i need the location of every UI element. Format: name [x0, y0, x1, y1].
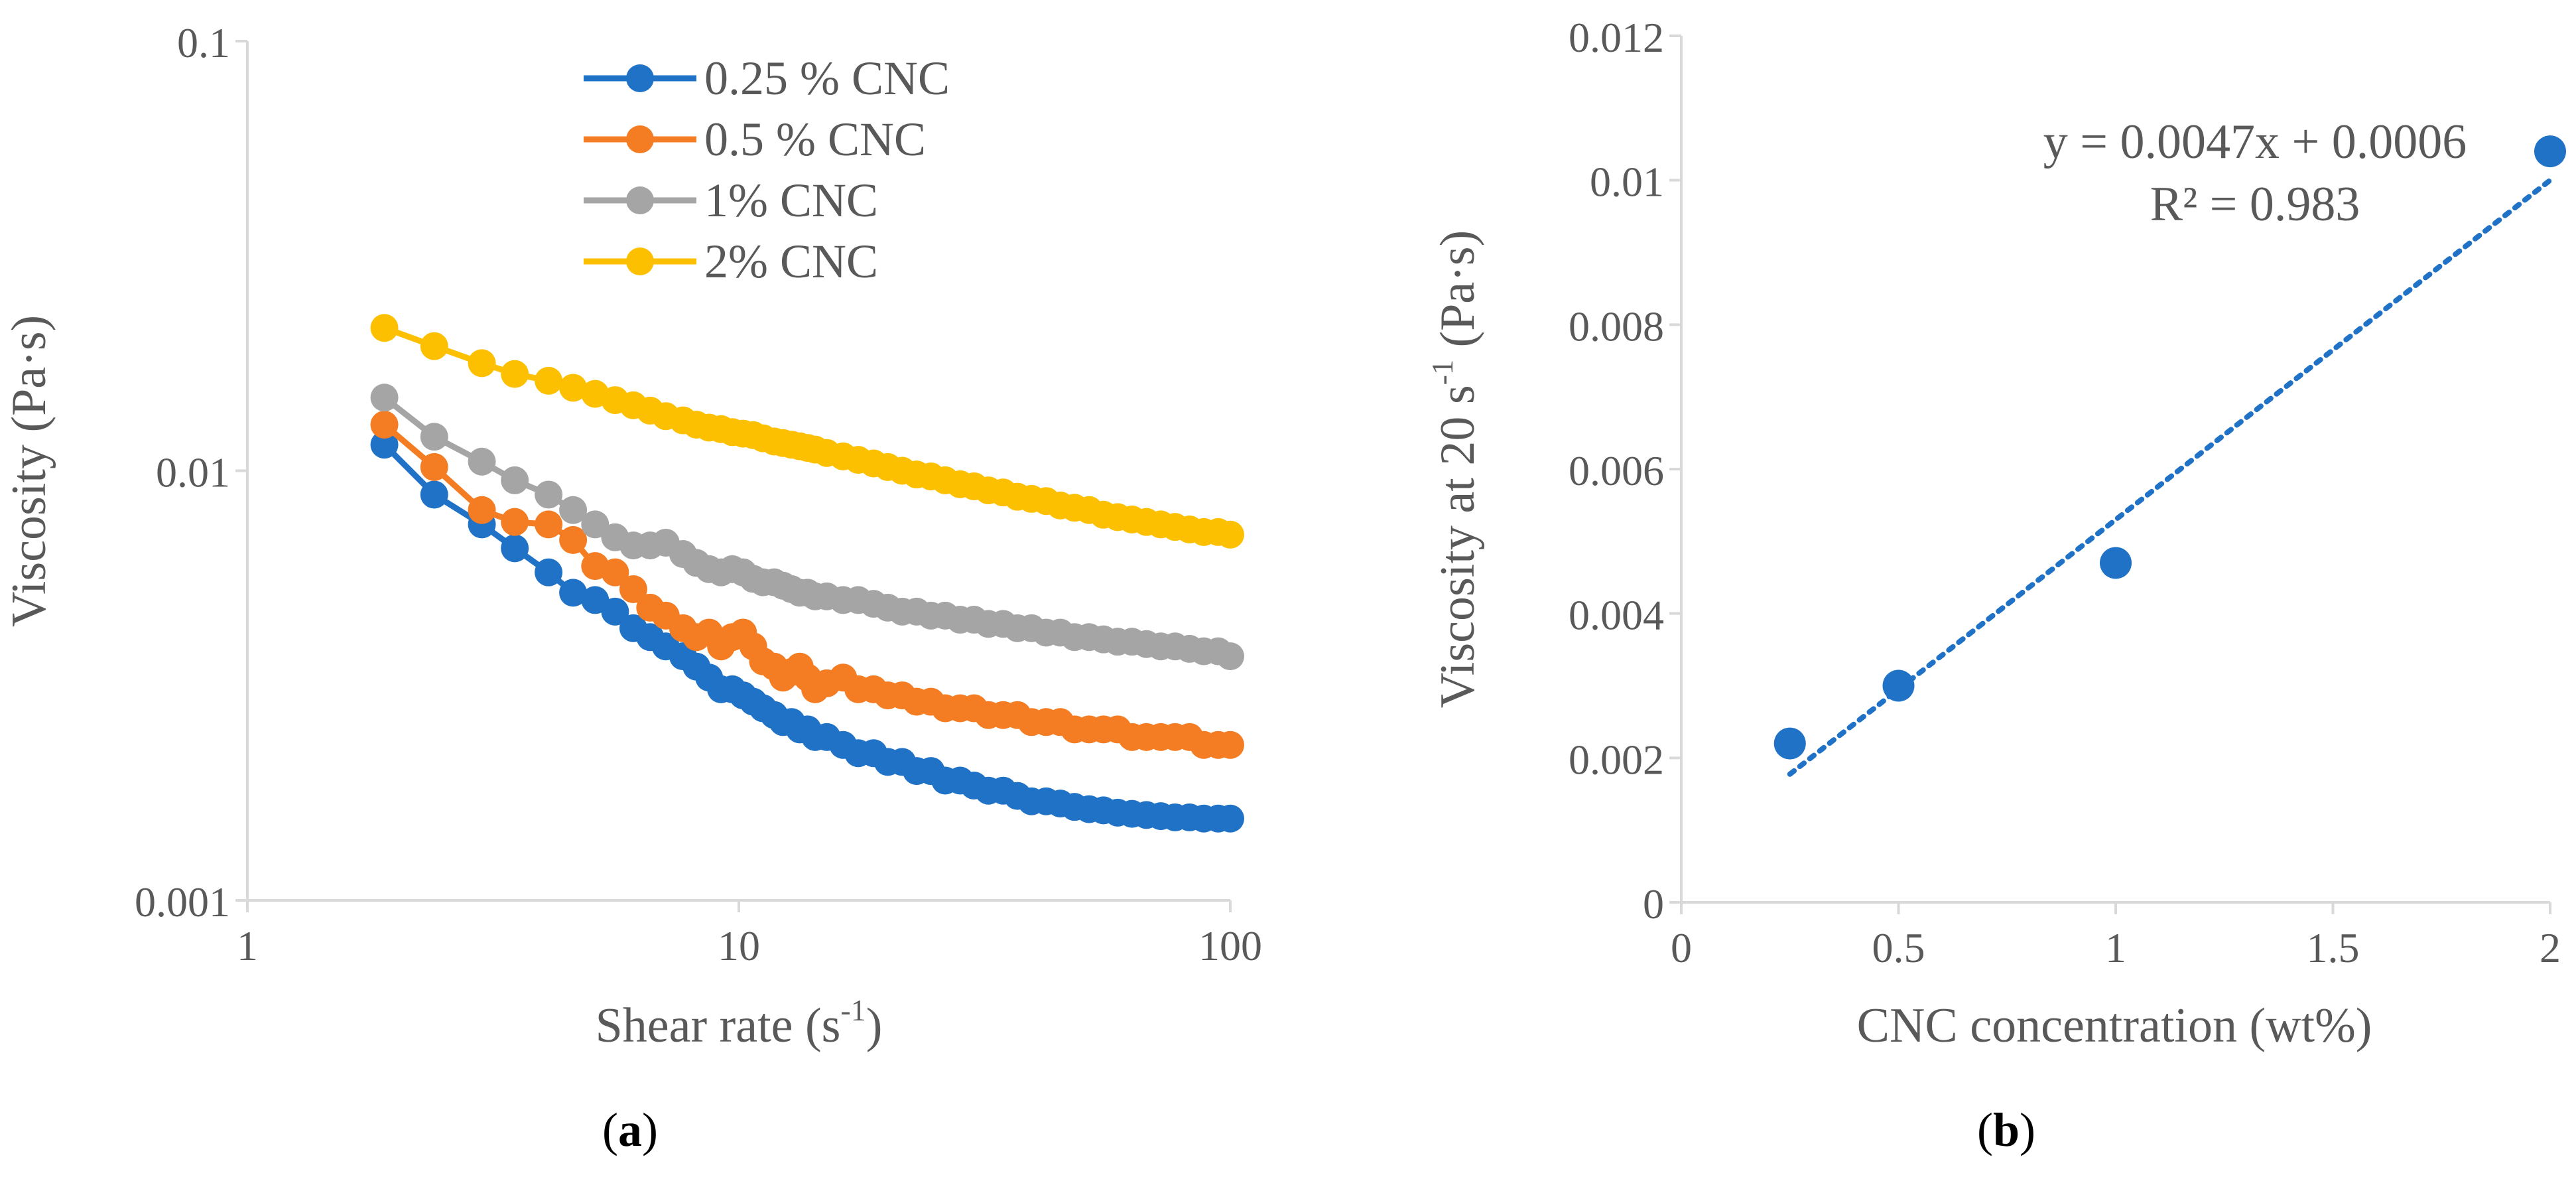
panel-b-y-axis-title: Viscosity at 20 s-1 (Pa·s) — [1425, 230, 1485, 708]
legend-swatch-marker — [626, 64, 654, 92]
panel-b-y-title-main: Viscosity at 20 s — [1431, 385, 1485, 708]
panel-b-x-axis-title: CNC concentration (wt%) — [1857, 999, 2372, 1053]
data-point — [420, 423, 448, 451]
data-point — [370, 383, 399, 412]
panel-a-y-tick-label: 0.001 — [135, 878, 230, 926]
data-point — [370, 431, 399, 459]
series-1-cnc — [370, 383, 1244, 671]
panel-a-y-tick-label: 0.1 — [177, 19, 230, 66]
legend-label: 2% CNC — [704, 235, 878, 288]
scatter-point — [1882, 669, 1915, 702]
panel-b-y-tick-label: 0.012 — [1569, 14, 1664, 61]
data-point — [420, 332, 448, 360]
panel-b-x-tick-label: 2 — [2540, 924, 2561, 971]
panel-a-x-tick-label: 10 — [718, 922, 760, 969]
panel-a-x-axis-title: Shear rate (s-1) — [596, 993, 883, 1053]
data-point — [1216, 730, 1244, 759]
trendline — [1787, 177, 2553, 777]
data-point — [559, 525, 588, 554]
panel-a-x-title-sup: -1 — [840, 993, 866, 1027]
data-point — [501, 360, 529, 388]
data-point — [581, 510, 610, 539]
data-point — [420, 452, 448, 481]
panel-a-series — [370, 314, 1244, 833]
legend-swatch-marker — [626, 247, 654, 275]
data-point — [1216, 804, 1244, 833]
panel-a-ticks: 0.001 0.01 0.1 1 10 100 — [135, 19, 1262, 969]
panel-b-x-tick-label: 0.5 — [1872, 924, 1925, 971]
series-2-cnc — [370, 314, 1244, 549]
panel-b-y-title-end: (Pa·s) — [1431, 230, 1485, 360]
panel-b-y-tick-label: 0 — [1643, 880, 1664, 928]
data-point — [501, 534, 529, 563]
panel-b-y-tick-label: 0.01 — [1590, 159, 1664, 206]
panel-b-x-tick-label: 0 — [1671, 924, 1692, 971]
data-point — [559, 374, 588, 402]
legend-item: 0.5 % CNC — [584, 113, 926, 166]
panel-a-y-tick-label: 0.01 — [156, 449, 230, 496]
panel-b-label: (b) — [1977, 1103, 2035, 1156]
series-0-5-cnc — [370, 411, 1244, 759]
data-point — [468, 349, 496, 378]
panel-a: 0.001 0.01 0.1 1 10 100 Viscosity (Pa·s) Shea… — [2, 19, 1262, 1156]
data-point — [601, 558, 629, 587]
data-point — [559, 579, 588, 607]
panel-a-x-tick-label: 100 — [1198, 922, 1262, 969]
panel-a-x-tick-label: 1 — [237, 922, 258, 969]
panel-b-y-title-sup: -1 — [1425, 360, 1459, 385]
scatter-point — [2534, 135, 2566, 168]
data-point — [501, 508, 529, 536]
scatter-point — [2100, 547, 2132, 579]
data-point — [535, 366, 563, 395]
panel-b-ticks: 0 0.002 0.004 0.006 0.008 0.01 0.012 0 0.5 1 1.5 2 — [1569, 14, 2561, 971]
trendline-equation: y = 0.0047x + 0.0006 — [2043, 115, 2467, 169]
data-point — [468, 496, 496, 524]
panel-b-y-tick-label: 0.008 — [1569, 303, 1664, 350]
legend-label: 0.5 % CNC — [704, 113, 926, 166]
legend-item: 1% CNC — [584, 174, 878, 227]
panel-b-y-tick-label: 0.006 — [1569, 447, 1664, 494]
data-point — [535, 510, 563, 539]
panel-a-legend: 0.25 % CNC 0.5 % CNC 1% CNC 2% CNC — [584, 52, 950, 288]
panel-b-y-tick-label: 0.004 — [1569, 592, 1664, 639]
panel-a-x-title-end: ) — [866, 999, 883, 1053]
data-point — [1216, 520, 1244, 549]
data-point — [501, 466, 529, 494]
panel-b-x-tick-label: 1 — [2105, 924, 2126, 971]
legend-label: 1% CNC — [704, 174, 878, 227]
legend-item: 0.25 % CNC — [584, 52, 950, 105]
data-point — [468, 447, 496, 476]
panel-b-x-tick-label: 1.5 — [2307, 924, 2360, 971]
data-point — [619, 575, 647, 604]
legend-swatch-marker — [626, 186, 654, 214]
data-point — [601, 597, 629, 626]
data-point — [535, 480, 563, 509]
data-point — [559, 496, 588, 524]
scatter-point — [1773, 727, 1806, 760]
data-point — [1216, 642, 1244, 671]
panel-b-y-tick-label: 0.002 — [1569, 736, 1664, 783]
data-point — [370, 314, 399, 342]
series-0-25-cnc — [370, 431, 1244, 833]
data-point — [420, 480, 448, 509]
legend-swatch-marker — [626, 125, 654, 153]
data-point — [535, 558, 563, 587]
panel-b-points — [1773, 135, 2566, 760]
panel-a-y-axis-title: Viscosity (Pa·s) — [2, 315, 56, 627]
panel-a-label: (a) — [602, 1103, 658, 1156]
panel-b-trendline-group — [1787, 177, 2553, 777]
trendline-r-squared: R² = 0.983 — [2150, 177, 2360, 232]
legend-label: 0.25 % CNC — [704, 52, 950, 105]
data-point — [370, 411, 399, 439]
legend-item: 2% CNC — [584, 235, 878, 288]
panel-a-x-title-main: Shear rate (s — [596, 999, 841, 1053]
